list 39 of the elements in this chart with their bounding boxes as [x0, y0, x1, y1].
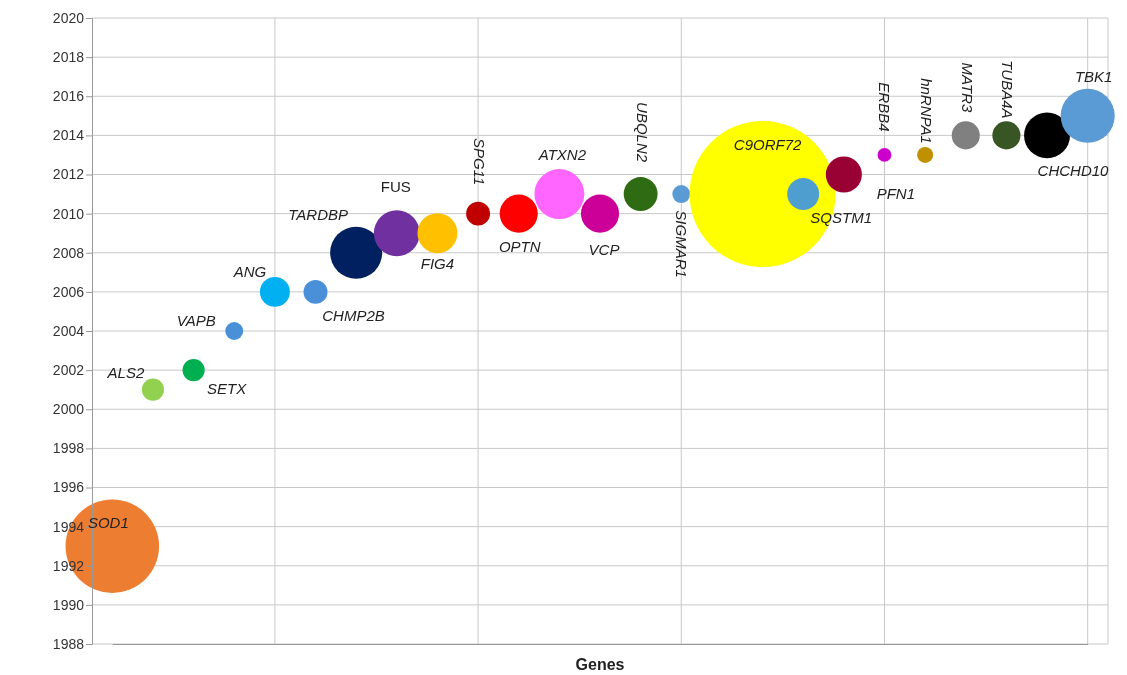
y-tick-label: 1998 [52, 440, 85, 457]
y-tick-label: 2000 [52, 401, 85, 418]
series-label: FUS [380, 178, 411, 196]
y-tick-label: 2020 [52, 9, 85, 26]
text: TUBA4A [999, 60, 1017, 119]
y-tick-label: 2004 [52, 322, 85, 339]
y-tick-label: 2016 [52, 88, 85, 105]
series-label: ATXN2 [537, 146, 587, 164]
text: MATR3 [958, 62, 976, 113]
y-tick-label: 1996 [52, 479, 85, 496]
text: UBQLN2 [633, 102, 651, 163]
series-label: CHMP2B [322, 306, 385, 324]
series-label: SOD1 [87, 514, 129, 532]
text: hnRNPA1 [918, 78, 936, 144]
y-tick-label: 2006 [52, 283, 85, 300]
series-label: ANG [232, 262, 267, 280]
series-label: PFN1 [876, 185, 916, 203]
y-tick-label: 2010 [52, 205, 85, 222]
text: ERBB4 [875, 82, 893, 132]
series-label: TARDBP [288, 205, 349, 223]
series-label: C9ORF72 [733, 136, 802, 154]
y-tick-label: 2002 [52, 362, 85, 379]
y-tick-label: 2008 [52, 244, 85, 261]
series-label: TBK1 [1074, 67, 1113, 85]
y-tick-label: 1990 [52, 596, 85, 613]
y-tick-label: 2014 [52, 127, 85, 144]
series-label: FIG4 [420, 255, 455, 273]
series-label: OPTN [498, 237, 541, 255]
series-label: VAPB [176, 311, 216, 329]
series-label: CHCHD10 [1037, 162, 1110, 180]
y-tick-label: 1988 [52, 635, 85, 652]
series-label: SETX [207, 380, 248, 398]
x-axis-title: Genes [575, 656, 625, 673]
text: SIGMAR1 [673, 210, 691, 278]
text: SPG11 [471, 138, 489, 186]
series-label: ALS2 [106, 363, 145, 381]
y-tick-label: 2012 [52, 166, 85, 183]
y-tick-label: 2018 [52, 49, 85, 66]
series-label: VCP [588, 240, 620, 258]
